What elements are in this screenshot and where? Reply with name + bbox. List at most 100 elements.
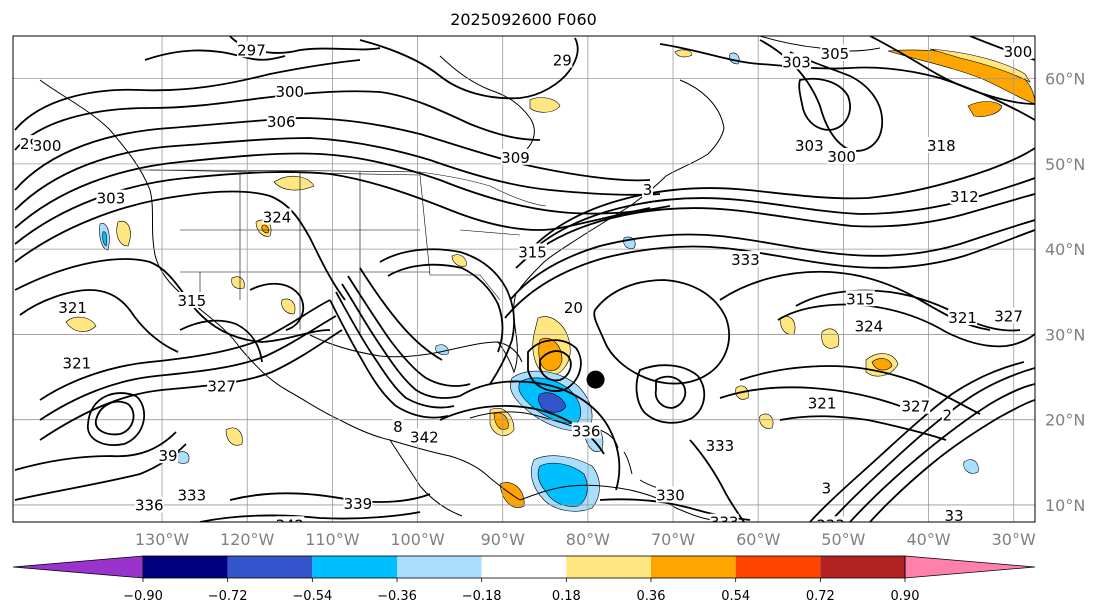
contour-label: 300	[827, 148, 856, 166]
contour-label: 321	[808, 394, 837, 412]
contour-label: 33	[945, 507, 964, 525]
latitude-label: 50°N	[1045, 155, 1085, 174]
contour-line	[379, 248, 515, 385]
colorbar-tick-label: 0.72	[806, 589, 835, 604]
contour-line	[719, 386, 901, 407]
colorbar-segment	[820, 556, 905, 578]
contour-label: 8	[393, 418, 403, 436]
contour-label: 312	[950, 188, 979, 206]
contour-label-bg	[563, 298, 584, 315]
contour-label-bg	[941, 406, 953, 423]
contour-label: 3	[643, 181, 653, 199]
contour-label-bg	[816, 516, 846, 522]
shading-positive-region	[529, 97, 561, 113]
longitude-label: 40°W	[906, 530, 950, 549]
contour-label-bg	[177, 292, 207, 309]
longitude-label: 30°W	[992, 530, 1036, 549]
contour-labels: 2972930530030330030629730030330031830931…	[19, 41, 1033, 534]
contour-label: 333	[816, 516, 845, 534]
contour-line	[869, 399, 1035, 522]
contour-label-bg	[266, 112, 296, 129]
contour-label: 342	[410, 428, 439, 446]
contour-label-bg	[994, 307, 1024, 324]
colorbar-tick-label: 0.54	[721, 589, 750, 604]
contour-label-bg	[500, 148, 530, 165]
longitude-label: 90°W	[481, 530, 525, 549]
contour-label: 336	[572, 422, 601, 440]
contour-label-bg	[518, 243, 548, 260]
longitude-label: 60°W	[736, 530, 780, 549]
contour-label-bg	[262, 208, 292, 225]
colorbar-labels: −0.90 −0.72 −0.54 −0.36 −0.18 0.18 0.36 0.54 0.7…	[123, 589, 919, 604]
contour-label-bg	[275, 83, 305, 100]
shading-positive-region	[821, 328, 840, 349]
contour-label: 321	[58, 299, 87, 317]
contour-label: 324	[855, 318, 884, 336]
contour-line	[829, 367, 1035, 522]
contour-line	[531, 147, 1035, 249]
colorbar-segment	[651, 556, 736, 578]
contour-line	[509, 219, 1035, 301]
contour-line	[249, 282, 305, 331]
shading-positive-region	[273, 175, 315, 191]
coastline-gulf	[389, 439, 521, 501]
latitude-label: 10°N	[1045, 496, 1085, 515]
shading-negative-region	[102, 231, 108, 247]
coastline-central-america	[389, 439, 463, 517]
contour-label-bg	[854, 317, 884, 334]
contour-label: 330	[656, 486, 685, 504]
contour-line	[94, 400, 135, 436]
contour-label-bg	[207, 377, 237, 394]
shading-positive-region	[116, 220, 131, 247]
latitude-label: 20°N	[1045, 411, 1085, 430]
contour-label: 315	[846, 290, 875, 308]
contour-label-bg	[807, 394, 837, 411]
contour-label-bg	[820, 44, 850, 61]
contour-label: 303	[97, 190, 126, 208]
contour-line	[14, 152, 671, 229]
contour-label: 309	[501, 149, 530, 167]
contour-label-bg	[926, 136, 956, 153]
longitude-label: 80°W	[566, 530, 610, 549]
contour-label-bg	[392, 418, 404, 435]
contour-label-bg	[820, 479, 832, 496]
colorbar-tick-label: −0.36	[377, 589, 417, 604]
contour-label-bg	[236, 41, 266, 58]
shading-negative-region	[537, 462, 588, 507]
contour-line	[809, 361, 1025, 522]
coastlines	[39, 36, 881, 521]
colorbar-segment	[227, 556, 313, 578]
colorbar-tick-label: 0.90	[891, 589, 920, 604]
colorbar-tick-label: 0.18	[552, 589, 581, 604]
contour-line	[341, 283, 461, 399]
colorbar-segment	[312, 556, 397, 578]
contour-line	[539, 350, 572, 382]
contour-label: 305	[821, 45, 850, 63]
contour-label-bg	[794, 136, 824, 153]
contour-line	[335, 291, 455, 409]
map-title: 2025092600 F060	[450, 10, 597, 29]
contour-label-bg	[827, 147, 857, 164]
contour-label: 342	[275, 516, 304, 534]
contour-label: 20	[564, 299, 583, 317]
contour-label: 306	[267, 113, 296, 131]
contour-label-bg	[58, 298, 88, 315]
shading-positive-region	[493, 412, 509, 430]
contour-label-bg	[655, 486, 685, 503]
contour-label-bg	[782, 53, 812, 70]
contour-label: 315	[518, 243, 547, 261]
contour-label-bg	[177, 486, 207, 503]
contour-line	[359, 267, 443, 361]
contour-label: 333	[706, 437, 735, 455]
contour-line	[849, 383, 1035, 522]
contour-label-bg	[571, 422, 601, 439]
longitude-label: 120°W	[220, 530, 275, 549]
colorbar-segment	[566, 556, 651, 578]
coastline-south-america	[519, 484, 713, 521]
colorbar-frame	[142, 555, 906, 579]
contour-label: 327	[994, 307, 1023, 325]
shading-positive-region	[231, 276, 245, 289]
coastline-cuba	[469, 411, 585, 431]
contour-label-bg	[32, 136, 62, 153]
shading-positive-region	[929, 48, 1031, 83]
